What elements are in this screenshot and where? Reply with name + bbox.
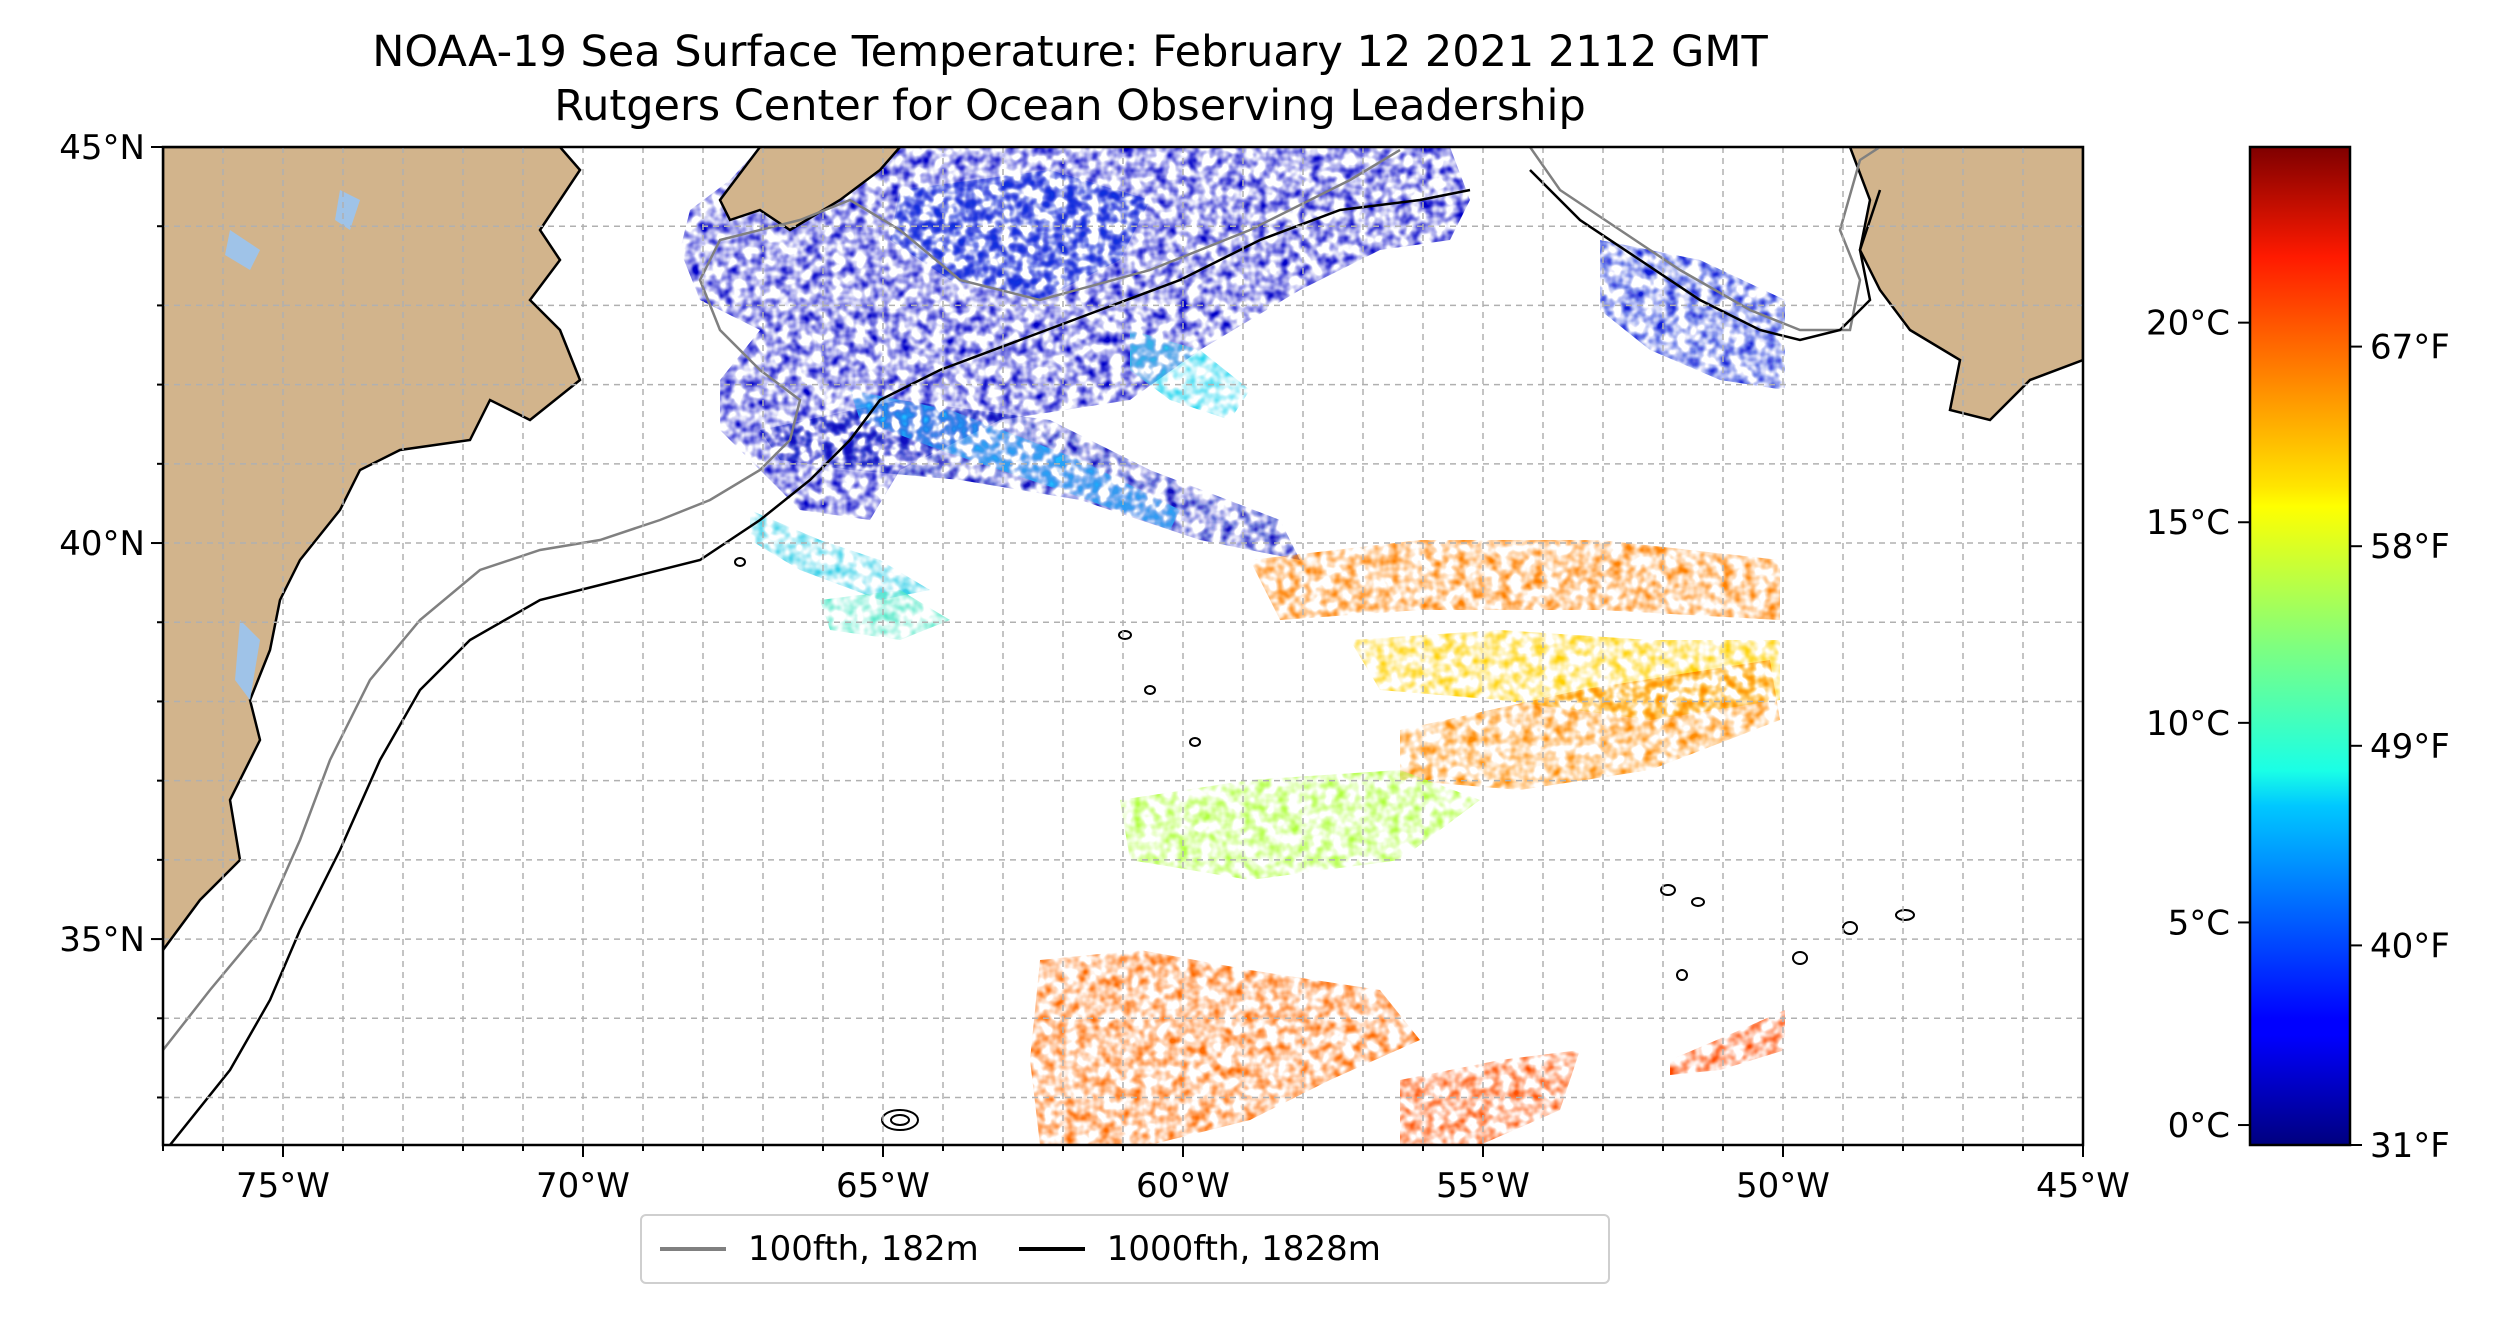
colorbar-label-fahrenheit: 40°F bbox=[2370, 926, 2450, 966]
longitude-tick-label: 55°W bbox=[1436, 1166, 1530, 1206]
sst-patch-warm-band-south bbox=[1400, 660, 1780, 790]
colorbar-label-fahrenheit: 49°F bbox=[2370, 727, 2450, 767]
longitude-tick-label: 60°W bbox=[1136, 1166, 1230, 1206]
colorbar-label-celsius: 15°C bbox=[2146, 503, 2230, 543]
legend-item-100fth: 100fth, 182m bbox=[660, 1229, 979, 1269]
legend-swatch-gray bbox=[660, 1247, 726, 1251]
longitude-tick-label: 50°W bbox=[1736, 1166, 1830, 1206]
colorbar-label-celsius: 5°C bbox=[2168, 903, 2230, 943]
colorbar-label-fahrenheit: 31°F bbox=[2370, 1126, 2450, 1166]
colorbar-label-celsius: 10°C bbox=[2146, 704, 2230, 744]
sst-patch-warm-band-mid bbox=[1250, 540, 1780, 620]
legend-label: 100fth, 182m bbox=[748, 1229, 979, 1269]
sst-patch-cool-east-streak bbox=[1130, 330, 1250, 420]
sst-patch-mixed-yellowgreen bbox=[1120, 770, 1480, 880]
latitude-ticks: 45°N 40°N 35°N bbox=[59, 128, 163, 1099]
lake-water bbox=[335, 190, 360, 230]
colorbar-label-fahrenheit: 58°F bbox=[2370, 527, 2450, 567]
longitude-ticks: 75°W 70°W 65°W 60°W 55°W 50°W 45°W bbox=[162, 1145, 2130, 1206]
sst-patch-cool-south bbox=[820, 590, 950, 640]
isobath-legend: 100fth, 182m 1000fth, 1828m bbox=[640, 1214, 1610, 1284]
longitude-tick-label: 75°W bbox=[236, 1166, 330, 1206]
longitude-tick-label: 65°W bbox=[836, 1166, 930, 1206]
colorbar bbox=[2248, 145, 2352, 1147]
sst-data-layer bbox=[680, 147, 1785, 1145]
latitude-tick-label: 35°N bbox=[59, 920, 145, 960]
north-america-land bbox=[163, 147, 582, 953]
isobath-1000fth bbox=[169, 169, 1882, 1145]
sst-patch-cool-slope bbox=[850, 390, 1180, 530]
colorbar-label-celsius: 0°C bbox=[2168, 1106, 2230, 1146]
nova-scotia-land bbox=[718, 147, 902, 232]
bay-water bbox=[235, 620, 260, 700]
latitude-tick-label: 40°N bbox=[59, 524, 145, 564]
colorbar-label-fahrenheit: 67°F bbox=[2370, 328, 2450, 368]
longitude-tick-label: 70°W bbox=[536, 1166, 630, 1206]
lake-water bbox=[225, 230, 260, 270]
sst-patch-cold-gulf-of-maine-core bbox=[890, 170, 1150, 300]
sst-patch-warm-south-blob bbox=[1030, 950, 1420, 1145]
legend-label: 1000fth, 1828m bbox=[1106, 1229, 1381, 1269]
legend-item-1000fth: 1000fth, 1828m bbox=[1018, 1229, 1381, 1269]
sst-patch-warm-southeast-streak bbox=[1670, 1010, 1785, 1075]
latitude-tick-label: 45°N bbox=[59, 128, 145, 168]
isobath-100fth bbox=[163, 147, 1881, 1051]
sst-patch-warm-south-east bbox=[1400, 1050, 1580, 1145]
legend-swatch-black bbox=[1018, 1247, 1085, 1251]
colorbar-label-celsius: 20°C bbox=[2146, 304, 2230, 344]
sst-patch-cold-east bbox=[1600, 240, 1785, 390]
graticule bbox=[163, 147, 2083, 1145]
colorbar-ticks: 20°C 15°C 10°C 5°C 0°C 67°F 58°F 49°F 40°F 31°F bbox=[2146, 304, 2450, 1166]
land-layer bbox=[163, 147, 2083, 953]
longitude-tick-label: 45°W bbox=[2036, 1166, 2130, 1206]
figure-subtitle: Rutgers Center for Ocean Observing Leade… bbox=[554, 81, 1586, 131]
figure-title: NOAA-19 Sea Surface Temperature: Februar… bbox=[372, 27, 1768, 77]
sst-patch-cool-shelf-edge bbox=[750, 510, 930, 600]
